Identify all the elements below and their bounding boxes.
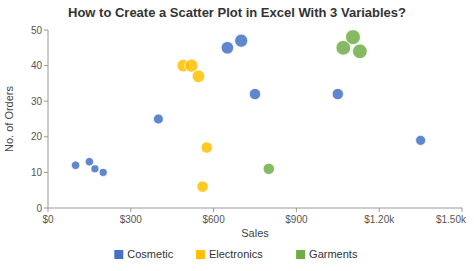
y-axis-line bbox=[48, 30, 49, 208]
y-tick-label: 40 bbox=[31, 60, 43, 71]
y-tick-label: 0 bbox=[36, 203, 42, 214]
legend-label: Cosmetic bbox=[127, 248, 173, 260]
y-tick bbox=[44, 65, 48, 66]
legend-label: Garments bbox=[309, 248, 358, 260]
bubble bbox=[153, 114, 163, 124]
x-axis-label: Sales bbox=[241, 227, 269, 239]
y-tick bbox=[44, 30, 48, 31]
bubble bbox=[99, 168, 107, 176]
x-tick-label: $300 bbox=[120, 214, 143, 225]
bubble bbox=[332, 88, 343, 99]
bubble bbox=[85, 157, 93, 165]
axes: 0 10 20 30 40 50 $0 $300 $600 $900 $1.20k $1.50k bbox=[31, 25, 467, 226]
y-tick bbox=[44, 136, 48, 137]
y-tick-label: 30 bbox=[31, 96, 43, 107]
bubble bbox=[91, 165, 99, 173]
y-tick bbox=[44, 208, 48, 209]
bubble bbox=[416, 135, 426, 145]
title: How to Create a Scatter Plot in Excel Wi… bbox=[68, 5, 406, 20]
x-tick-label: $0 bbox=[42, 214, 54, 225]
y-tick-label: 50 bbox=[31, 25, 43, 36]
bubble bbox=[353, 44, 368, 59]
x-tick-label: $1.20k bbox=[364, 214, 395, 225]
bubble bbox=[197, 181, 208, 192]
bubble bbox=[263, 163, 274, 174]
x-tick bbox=[462, 208, 463, 212]
legend: Cosmetic Electronics Garments bbox=[114, 248, 358, 260]
series bbox=[177, 59, 212, 192]
bubble bbox=[249, 88, 260, 99]
x-tick-label: $600 bbox=[202, 214, 225, 225]
x-axis-line bbox=[48, 208, 462, 209]
y-tick bbox=[44, 101, 48, 102]
y-tick-label: 10 bbox=[31, 167, 43, 178]
legend-swatch bbox=[114, 250, 123, 259]
y-axis-label: No. of Orders bbox=[3, 85, 15, 152]
bubble bbox=[192, 70, 205, 83]
chart: How to Create a Scatter Plot in Excel Wi… bbox=[0, 0, 474, 271]
x-tick bbox=[296, 208, 297, 212]
x-tick bbox=[130, 208, 131, 212]
y-tick bbox=[44, 172, 48, 173]
x-tick-label: $900 bbox=[285, 214, 308, 225]
x-tick bbox=[379, 208, 380, 212]
x-tick-label: $1.50k bbox=[436, 214, 467, 225]
bubble bbox=[221, 42, 234, 55]
y-tick-label: 20 bbox=[31, 131, 43, 142]
series bbox=[71, 34, 425, 176]
legend-label: Electronics bbox=[209, 248, 263, 260]
x-tick bbox=[213, 208, 214, 212]
bubble bbox=[235, 34, 248, 47]
legend-swatch bbox=[296, 250, 305, 259]
bubble bbox=[346, 30, 361, 45]
legend-swatch bbox=[196, 250, 205, 259]
marks bbox=[71, 30, 425, 192]
series bbox=[263, 30, 367, 175]
x-tick bbox=[48, 208, 49, 212]
bubble bbox=[71, 161, 79, 169]
bubble bbox=[201, 142, 212, 153]
